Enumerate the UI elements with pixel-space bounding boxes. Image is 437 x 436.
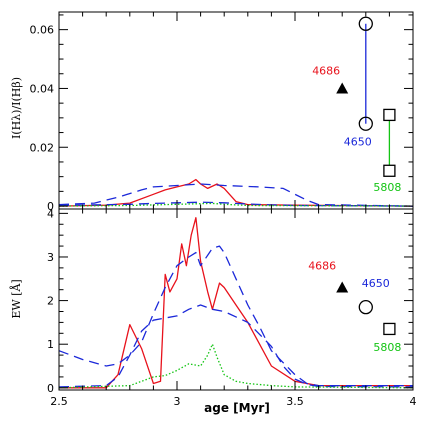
y-tick-label: 0.06: [30, 24, 55, 37]
obs-marker-triangle-4686: [336, 281, 349, 293]
y-tick-label: 0.04: [30, 82, 55, 95]
series-line-dotted-3: [59, 343, 413, 389]
obs-marker-square-5808: [383, 322, 396, 336]
obs-marker-circle-4650: [358, 16, 373, 31]
series-line-dashed-1: [59, 245, 413, 387]
y-tick-label: 0: [47, 200, 54, 213]
series-group: [59, 217, 413, 389]
obs-label-5808: 5808: [373, 181, 401, 194]
obs-marker-square-5808: [383, 108, 396, 122]
obs-marker-triangle-4686: [336, 82, 349, 94]
series-line-solid-0: [59, 178, 413, 207]
panel-line-ratio: 4686 4650 5808 0 0.02 0.04 0.06: [30, 11, 414, 213]
obs-marker-square-5808: [383, 164, 396, 177]
obs-label-4650: 4650: [344, 136, 372, 149]
x-tick-label: 4: [410, 395, 417, 408]
plot-frame: [58, 11, 414, 210]
y-tick-label: 0.02: [30, 141, 55, 154]
series-group: [59, 178, 413, 207]
x-tick-label: 2.5: [50, 395, 68, 408]
series-line-dashed-2: [59, 304, 413, 388]
obs-label-4650: 4650: [362, 277, 390, 290]
obs-label-5808: 5808: [373, 341, 401, 354]
y-tick-label: 2: [47, 295, 54, 308]
obs-label-4686: 4686: [312, 64, 340, 77]
y-tick-label: 4: [47, 207, 54, 220]
y-axis-label-top: I(Hλ)/I(Hβ): [10, 77, 23, 139]
x-axis-label: age [Myr]: [204, 401, 270, 415]
x-tick-label: 3: [174, 395, 181, 408]
series-line-solid-0: [59, 217, 413, 389]
y-tick-label: 1: [47, 338, 54, 351]
x-tick-label: 3.5: [286, 395, 304, 408]
obs-marker-circle-4650: [358, 299, 373, 315]
panel-equivalent-width: 4686 4650 5808 0 1 2 3 4 2.5 3 3.5 4: [47, 207, 417, 408]
plot-frame: [58, 208, 414, 391]
y-axis-label-bottom: EW [Å]: [9, 279, 23, 318]
obs-marker-circle-4650: [358, 116, 373, 131]
y-tick-label: 0: [47, 382, 54, 395]
obs-label-4686: 4686: [308, 260, 336, 273]
y-tick-label: 3: [47, 251, 54, 264]
